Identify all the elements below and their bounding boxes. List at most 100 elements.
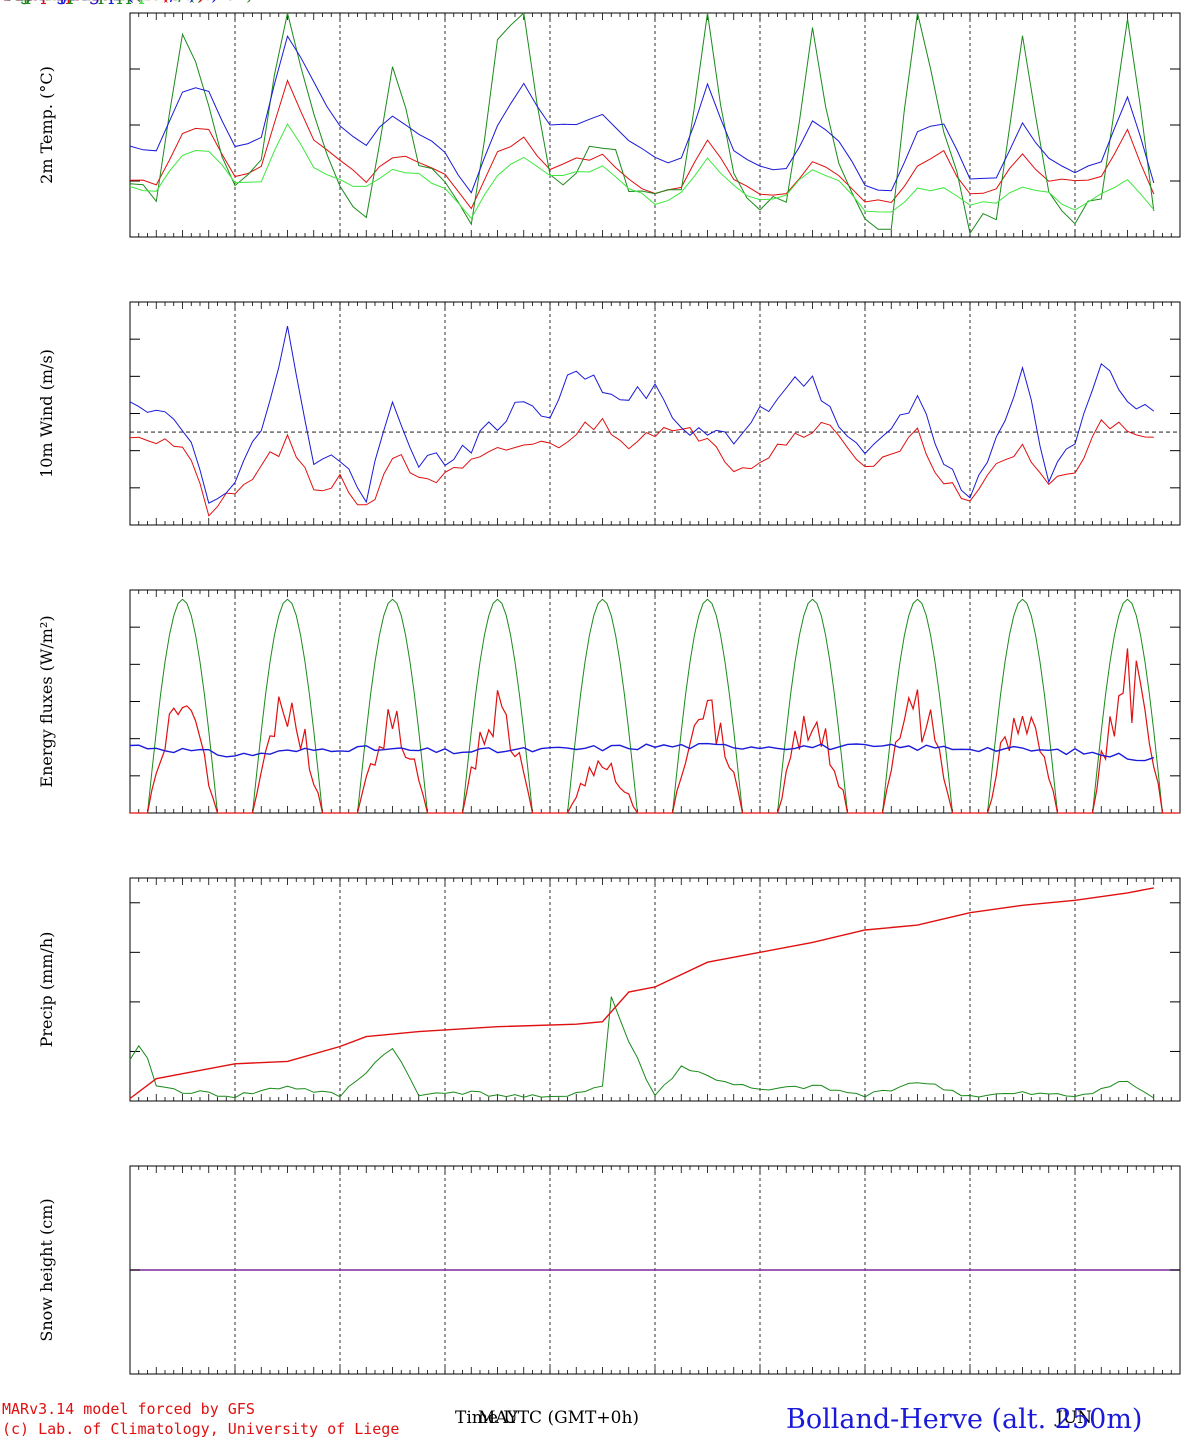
- date-label: MAY 29: [0, 0, 36, 5]
- hour-label: 00: [0, 0, 8, 3]
- hour-label: 00: [0, 0, 8, 3]
- day-number: 26: [0, 0, 8, 3]
- series-red: [129, 887, 1154, 1100]
- day-name: Th: [0, 0, 12, 5]
- hour-label: 00: [0, 0, 8, 3]
- hour-label: 00: [0, 0, 8, 3]
- hour-label: 12: [0, 0, 8, 3]
- hour-label: 00: [0, 0, 8, 3]
- date-label: MAY 26: [0, 0, 36, 5]
- legend-red: Total cumulated (cm): [0, 0, 205, 5]
- legend-blue: Infrared: [0, 0, 80, 5]
- hour-label: 06: [0, 0, 8, 3]
- hour-label: 18: [0, 0, 8, 3]
- xaxis-month-may: MAY: [478, 1408, 519, 1428]
- hour-label: 12: [0, 0, 8, 3]
- hour-label: 12: [0, 0, 8, 3]
- hour-label: 00: [0, 0, 8, 3]
- hour-label: 18: [0, 0, 8, 3]
- hour-label: 12: [0, 0, 8, 3]
- hour-label: 06: [0, 0, 8, 3]
- hour-label: 06: [0, 0, 8, 3]
- legend-red: Solar: [0, 0, 52, 5]
- day-name: Mo: [0, 0, 15, 5]
- hour-label: 12: [0, 0, 8, 3]
- hour-label: 12: [0, 0, 8, 3]
- hour-label: 18: [0, 0, 8, 3]
- hour-label: 12: [0, 0, 8, 3]
- hour-label: 18: [0, 0, 8, 3]
- panel-1: 00061218MAY 2500061218MAY 2600061218MAY …: [0, 0, 1181, 238]
- hour-label: 18: [0, 0, 8, 3]
- model-credit-line1: MARv3.14 model forced by GFS: [2, 1400, 255, 1418]
- hour-label: 00: [0, 0, 8, 3]
- date-label: MAY 26: [0, 0, 36, 5]
- hour-label: 00: [0, 0, 8, 3]
- panel-5: Snow height (cm)0.00Snow height (cm)Snow…: [0, 0, 1181, 1375]
- hour-label: 12: [0, 0, 8, 3]
- y-axis-label: Energy fluxes (W/m²): [37, 615, 56, 787]
- panel-frame: [129, 589, 1181, 814]
- hour-label: 06: [0, 0, 8, 3]
- hour-label: 00: [0, 0, 8, 3]
- hour-label: 06: [0, 0, 8, 3]
- hour-label: 00: [0, 0, 8, 3]
- date-label: MAY 25: [0, 0, 36, 5]
- hour-label: 18: [0, 0, 8, 3]
- hour-label: 12: [0, 0, 8, 3]
- hour-label: 12: [0, 0, 8, 3]
- hour-label: 12: [0, 0, 8, 3]
- hour-label: 00: [0, 0, 8, 3]
- hour-label: 00: [0, 0, 8, 3]
- legend-green: Top of Atmosphere (Solar): [0, 0, 253, 5]
- hour-label: 12: [0, 0, 8, 3]
- legend-red: Wind speed: [0, 0, 112, 5]
- hour-label: 18: [0, 0, 8, 3]
- hour-label: 12: [0, 0, 8, 3]
- day-name: Fr: [0, 0, 11, 5]
- day-name: Sa: [0, 0, 12, 5]
- y-axis-label: 2m Temp. (°C): [37, 66, 56, 184]
- series-green: [129, 996, 1155, 1099]
- hour-label: 00: [0, 0, 8, 3]
- hour-label: 12: [0, 0, 8, 3]
- hour-label: 12: [0, 0, 8, 3]
- day-name: Sa: [0, 0, 12, 5]
- day-name: Mo: [0, 0, 15, 5]
- hour-label: 12: [0, 0, 8, 3]
- hour-label: 00: [0, 0, 8, 3]
- hour-label: 18: [0, 0, 8, 3]
- hour-label: 12: [0, 0, 8, 3]
- hour-label: 06: [0, 0, 8, 3]
- hour-label: 12: [0, 0, 8, 3]
- hour-label: 06: [0, 0, 8, 3]
- legend-blue: Snow precip (mm/h): [0, 0, 196, 5]
- hour-label: 00: [0, 0, 8, 3]
- hour-label: 06: [0, 0, 8, 3]
- hour-label: 12: [0, 0, 8, 3]
- hour-label: 18: [0, 0, 8, 3]
- date-label: MAY 27: [0, 0, 36, 5]
- hour-label: 00: [0, 0, 8, 3]
- hour-label: 12: [0, 0, 8, 3]
- day-number: 2: [0, 0, 4, 3]
- hour-label: 12: [0, 0, 8, 3]
- date-label: MAY 30: [0, 0, 36, 5]
- hour-label: 00: [0, 0, 8, 3]
- series-blue: [129, 742, 1155, 762]
- legend-blue: Humidex: [0, 0, 87, 5]
- hour-label: 00: [0, 0, 8, 3]
- hour-label: 06: [0, 0, 8, 3]
- series-red: [129, 417, 1154, 517]
- hour-label: 06: [0, 0, 8, 3]
- hour-label: 06: [0, 0, 8, 3]
- date-label: JUN 2: [0, 0, 28, 5]
- legend-blue: Wind gust: [0, 0, 98, 5]
- hour-label: 06: [0, 0, 8, 3]
- hour-label: 18: [0, 0, 8, 3]
- hour-label: 18: [0, 0, 8, 3]
- hour-label: 18: [0, 0, 8, 3]
- hour-label: 06: [0, 0, 8, 3]
- date-label: MAY 27: [0, 0, 36, 5]
